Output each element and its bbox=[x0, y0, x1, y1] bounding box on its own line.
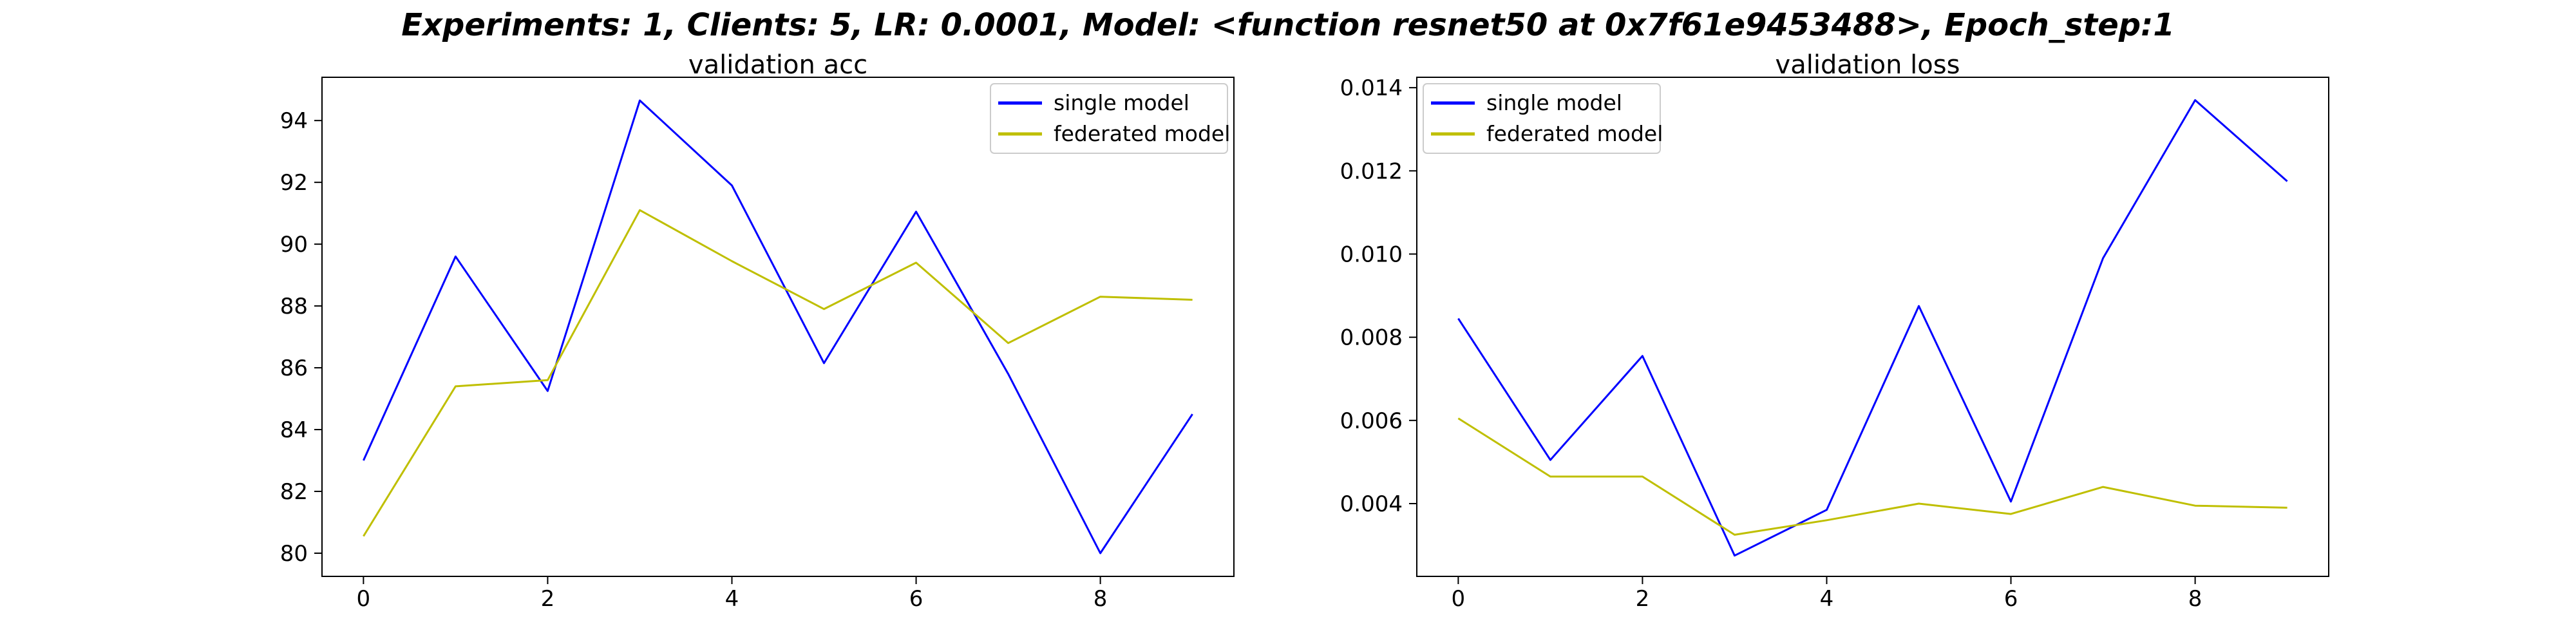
x-tick-label: 6 bbox=[2004, 586, 2018, 612]
plot-title: validation loss bbox=[1776, 50, 1960, 80]
legend: single model federated model bbox=[990, 83, 1230, 154]
plot-area bbox=[321, 77, 1235, 577]
figure-suptitle: Experiments: 1, Clients: 5, LR: 0.0001, … bbox=[401, 7, 2174, 43]
y-tick-label: 84 bbox=[280, 417, 308, 443]
y-tick-label: 0.014 bbox=[1340, 75, 1403, 101]
validation-acc-panel: validation acc 0 2 4 6 8 80 82 84 86 88 90 92 94 si… bbox=[280, 50, 1235, 612]
x-axis: 0 2 4 6 8 bbox=[1452, 576, 2202, 612]
y-tick-label: 94 bbox=[280, 108, 308, 134]
y-tick-label: 80 bbox=[280, 541, 308, 567]
single-model-line bbox=[1457, 99, 2288, 557]
y-axis: 0.004 0.006 0.008 0.010 0.012 0.014 bbox=[1340, 75, 1417, 517]
legend-frame bbox=[990, 83, 1228, 154]
single-model-line bbox=[363, 99, 1193, 554]
y-tick-label: 0.004 bbox=[1340, 491, 1403, 517]
series-lines bbox=[1457, 99, 2288, 557]
x-tick-label: 6 bbox=[909, 586, 923, 612]
x-tick-label: 8 bbox=[1094, 586, 1108, 612]
y-tick-label: 0.006 bbox=[1340, 408, 1403, 434]
x-axis: 0 2 4 6 8 bbox=[357, 576, 1108, 612]
y-tick-label: 92 bbox=[280, 170, 308, 196]
y-tick-label: 0.008 bbox=[1340, 325, 1403, 351]
x-tick-label: 0 bbox=[357, 586, 371, 612]
plot-title: validation acc bbox=[688, 50, 867, 80]
legend-label: federated model bbox=[1486, 121, 1663, 146]
federated-model-line bbox=[363, 209, 1193, 537]
y-axis: 80 82 84 86 88 90 92 94 bbox=[280, 108, 322, 567]
legend-label: single model bbox=[1054, 90, 1189, 115]
x-tick-label: 4 bbox=[1820, 586, 1834, 612]
x-tick-label: 8 bbox=[2188, 586, 2202, 612]
y-tick-label: 90 bbox=[280, 232, 308, 258]
y-tick-label: 0.012 bbox=[1340, 158, 1403, 184]
legend: single model federated model bbox=[1423, 83, 1663, 154]
series-lines bbox=[363, 99, 1193, 554]
x-tick-label: 2 bbox=[1636, 586, 1650, 612]
y-tick-label: 88 bbox=[280, 294, 308, 319]
y-tick-label: 0.010 bbox=[1340, 242, 1403, 267]
y-tick-label: 82 bbox=[280, 479, 308, 505]
legend-label: single model bbox=[1486, 90, 1622, 115]
y-tick-label: 86 bbox=[280, 355, 308, 381]
x-tick-label: 0 bbox=[1452, 586, 1466, 612]
federated-model-line bbox=[1457, 417, 2287, 536]
legend-frame bbox=[1423, 83, 1661, 154]
x-tick-label: 4 bbox=[725, 586, 739, 612]
x-tick-label: 2 bbox=[541, 586, 555, 612]
legend-label: federated model bbox=[1054, 121, 1230, 146]
plot-area bbox=[1416, 77, 2329, 577]
